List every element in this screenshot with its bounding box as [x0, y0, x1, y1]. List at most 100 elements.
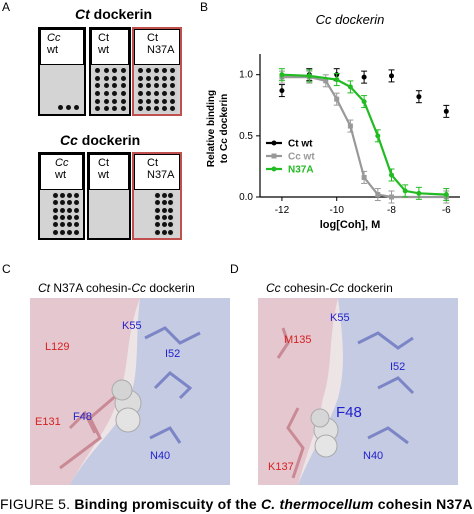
- blot-spot: [155, 229, 160, 235]
- blot-spot: [53, 207, 58, 213]
- blot-spot: [95, 83, 100, 89]
- blot-spot: [154, 75, 159, 81]
- blot-spot: [162, 83, 167, 89]
- blot2-lane3-header: Ct N37A: [134, 154, 180, 190]
- residue-f48-label: F48: [336, 404, 362, 421]
- blot-spot: [112, 106, 117, 112]
- blot-spot: [170, 75, 175, 81]
- blot-spot: [162, 98, 167, 104]
- blot-spot: [103, 68, 109, 73]
- blot-spot: [67, 207, 72, 213]
- blot-spot: [155, 200, 160, 206]
- blot-spot: [146, 75, 151, 81]
- blot-spot: [74, 207, 79, 213]
- residue-n40-label: N40: [363, 450, 384, 462]
- blot-spot: [168, 229, 174, 235]
- blot-spot: [138, 83, 143, 89]
- blot-spot: [60, 207, 65, 213]
- blot-spot: [168, 215, 174, 220]
- blot-spot: [74, 229, 79, 235]
- blot-spot: [60, 229, 65, 235]
- blot-spot: [162, 106, 167, 112]
- blot-spot: [162, 75, 167, 81]
- chart-title: Cc dockerin: [316, 12, 385, 27]
- blot-spot: [67, 200, 72, 206]
- blot-spot: [170, 98, 175, 104]
- blot-dot-grid: [154, 192, 174, 236]
- blot-spot: [138, 106, 143, 112]
- blot-spot: [74, 222, 79, 228]
- blot-spot: [103, 75, 109, 81]
- blot-spot: [161, 222, 167, 228]
- blot-spot: [103, 91, 109, 96]
- data-point: [416, 94, 422, 100]
- blot-spot: [95, 75, 100, 81]
- y-tick-label: 0.5: [239, 131, 253, 142]
- blot-spot: [168, 200, 174, 206]
- residue-f48-label: F48: [73, 411, 92, 423]
- figure-caption: FIGURE 5. Binding promiscuity of the C. …: [0, 496, 473, 512]
- data-point: [443, 108, 449, 114]
- blot-spot: [154, 98, 159, 104]
- panel-d-title: Cc cohesin-Cc dockerin: [266, 281, 393, 295]
- blot-spot: [103, 98, 109, 104]
- blot-spot: [170, 106, 175, 112]
- panel-d-structure-image: K55 M135 I52 F48 N40 K137: [258, 298, 458, 485]
- blot2-lane-cc-wt: Cc wt: [38, 152, 85, 240]
- blot-spot: [60, 200, 65, 206]
- residue-i52-label: I52: [165, 348, 181, 360]
- blot-spot: [60, 193, 65, 198]
- blot-spot: [154, 91, 159, 96]
- blot-spot: [60, 215, 65, 220]
- blot-spot: [154, 68, 159, 73]
- binding-chart: Cc dockerin -12 -10 -8 -6 0.0 0.5 1.0 log[Coh], …: [206, 12, 460, 231]
- blot-spot: [161, 207, 167, 213]
- blot-spot: [53, 229, 58, 235]
- legend-marker: [271, 140, 277, 146]
- data-point: [443, 192, 449, 198]
- panel-c-title: Ct N37A cohesin-Cc dockerin: [38, 281, 195, 295]
- panel-a-label: A: [2, 0, 11, 14]
- panel-c-surface: [30, 298, 230, 485]
- residue-k137-label: K137: [268, 461, 294, 473]
- blot-spot: [95, 98, 100, 104]
- y-axis-label-line2: to Cc dockerin: [219, 94, 230, 163]
- blot-spot: [67, 193, 72, 198]
- panel-d-label: D: [230, 262, 239, 276]
- data-point: [389, 73, 395, 79]
- x-axis-label: log[Coh], M: [320, 219, 380, 231]
- blot-spot: [60, 222, 65, 228]
- residue-l129-label: L129: [45, 341, 70, 353]
- blot-spot: [154, 83, 159, 89]
- blot2-lane2-header: Ct wt: [89, 154, 129, 190]
- blot-spot: [67, 222, 72, 228]
- legend-label: Ct wt: [288, 139, 313, 150]
- blot-spot: [138, 68, 143, 73]
- blot-spot: [95, 106, 100, 112]
- series-line-n37a: [281, 73, 447, 196]
- blot-spot: [74, 193, 79, 198]
- data-point: [323, 78, 329, 84]
- blot-spot: [95, 68, 100, 73]
- residue-n40-label: N40: [150, 450, 171, 462]
- blot-spot: [155, 222, 160, 228]
- residue-m135-label: M135: [284, 334, 312, 346]
- data-point: [416, 190, 422, 196]
- legend-marker: [271, 166, 277, 172]
- blot-spot: [170, 68, 175, 73]
- blot-spot: [155, 207, 160, 213]
- blot1-lane-ct-n37a: Ct N37A: [132, 27, 182, 116]
- data-point: [361, 174, 367, 180]
- x-tick-label: -6: [442, 205, 451, 216]
- data-point: [402, 188, 408, 194]
- data-point: [347, 123, 353, 129]
- blot-spot: [103, 106, 109, 112]
- data-point: [334, 96, 340, 102]
- blot-spot: [120, 91, 126, 96]
- blot-spot: [112, 98, 117, 104]
- blot-spot: [112, 68, 117, 73]
- blot-dot-grid: [52, 192, 80, 236]
- legend-marker: [271, 153, 277, 159]
- blot-spot: [161, 229, 167, 235]
- data-point: [361, 99, 367, 105]
